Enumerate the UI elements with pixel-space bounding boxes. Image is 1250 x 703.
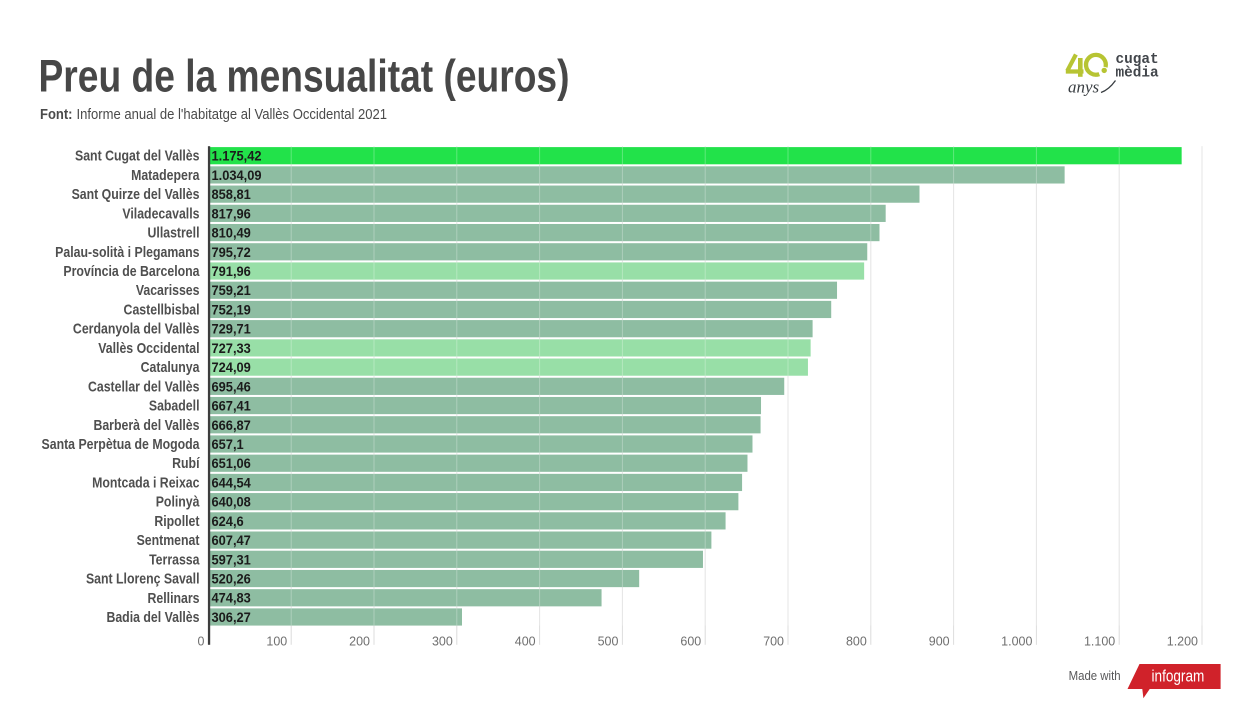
svg-text:Barberà del Vallès: Barberà del Vallès	[93, 417, 199, 433]
svg-text:Montcada i Reixac: Montcada i Reixac	[92, 475, 200, 491]
svg-text:1.034,09: 1.034,09	[211, 167, 261, 183]
svg-text:644,54: 644,54	[211, 475, 251, 491]
svg-text:Ullastrell: Ullastrell	[148, 225, 200, 241]
svg-text:Rubí: Rubí	[172, 455, 201, 471]
svg-text:Sant Cugat del Vallès: Sant Cugat del Vallès	[75, 148, 199, 164]
svg-text:695,46: 695,46	[211, 379, 250, 395]
svg-text:Preu de la mensualitat (euros): Preu de la mensualitat (euros)	[39, 50, 570, 101]
svg-text:mèdia: mèdia	[1116, 66, 1159, 82]
svg-text:724,09: 724,09	[211, 360, 250, 376]
svg-text:0: 0	[197, 633, 204, 648]
svg-text:Informe anual de l'habitatge a: Informe anual de l'habitatge al Vallès O…	[77, 107, 388, 123]
svg-text:500: 500	[598, 633, 619, 648]
svg-text:Castellar del Vallès: Castellar del Vallès	[88, 378, 200, 394]
svg-text:Made with: Made with	[1069, 669, 1121, 683]
svg-text:Polinyà: Polinyà	[156, 494, 200, 510]
svg-text:anys: anys	[1068, 78, 1100, 97]
svg-text:597,31: 597,31	[211, 552, 251, 568]
svg-text:Matadepera: Matadepera	[131, 167, 200, 183]
svg-text:1.100: 1.100	[1084, 633, 1115, 648]
svg-text:791,96: 791,96	[211, 264, 250, 280]
svg-text:858,81: 858,81	[211, 187, 251, 203]
svg-text:666,87: 666,87	[211, 417, 250, 433]
svg-text:306,27: 306,27	[211, 609, 250, 625]
svg-text:752,19: 752,19	[211, 302, 250, 318]
svg-text:759,21: 759,21	[211, 283, 251, 299]
svg-text:Font:: Font:	[40, 107, 73, 123]
svg-text:795,72: 795,72	[211, 244, 250, 260]
svg-text:Vallès Occidental: Vallès Occidental	[98, 340, 199, 356]
svg-text:Vacarisses: Vacarisses	[136, 282, 200, 298]
svg-text:Sant Quirze del Vallès: Sant Quirze del Vallès	[72, 186, 200, 202]
svg-text:Rellinars: Rellinars	[148, 590, 200, 606]
svg-text:Viladecavalls: Viladecavalls	[122, 205, 199, 221]
svg-text:100: 100	[266, 633, 287, 648]
svg-text:624,6: 624,6	[211, 513, 243, 529]
svg-text:729,71: 729,71	[211, 321, 251, 337]
svg-text:Catalunya: Catalunya	[141, 359, 200, 375]
svg-text:200: 200	[349, 633, 370, 648]
svg-text:Palau-solità i Plegamans: Palau-solità i Plegamans	[55, 244, 199, 260]
svg-text:infogram: infogram	[1152, 666, 1205, 685]
svg-text:cugat: cugat	[1116, 52, 1159, 68]
svg-text:Castellbisbal: Castellbisbal	[124, 302, 200, 318]
svg-text:727,33: 727,33	[211, 340, 250, 356]
svg-text:300: 300	[432, 633, 453, 648]
svg-text:700: 700	[763, 633, 784, 648]
svg-text:651,06: 651,06	[211, 456, 250, 472]
svg-text:Província de Barcelona: Província de Barcelona	[63, 263, 200, 279]
svg-text:Sentmenat: Sentmenat	[137, 532, 200, 548]
svg-text:520,26: 520,26	[211, 571, 250, 587]
svg-text:810,49: 810,49	[211, 225, 250, 241]
svg-text:Sabadell: Sabadell	[149, 398, 200, 414]
svg-text:800: 800	[846, 633, 867, 648]
svg-text:817,96: 817,96	[211, 206, 250, 222]
svg-text:600: 600	[680, 633, 701, 648]
svg-text:667,41: 667,41	[211, 398, 251, 414]
svg-text:1.175,42: 1.175,42	[211, 148, 261, 164]
svg-text:657,1: 657,1	[211, 437, 244, 453]
svg-text:900: 900	[929, 633, 950, 648]
svg-text:1.000: 1.000	[1001, 633, 1032, 648]
svg-text:474,83: 474,83	[211, 590, 250, 606]
svg-text:Ripollet: Ripollet	[154, 513, 200, 529]
svg-text:Badia del Vallès: Badia del Vallès	[106, 609, 199, 625]
svg-text:Terrassa: Terrassa	[149, 551, 200, 567]
svg-text:1.200: 1.200	[1167, 633, 1198, 648]
svg-text:640,08: 640,08	[211, 494, 251, 510]
svg-text:Sant Llorenç Savall: Sant Llorenç Savall	[86, 571, 200, 587]
svg-text:400: 400	[515, 633, 536, 648]
svg-text:607,47: 607,47	[211, 533, 250, 549]
svg-text:Santa Perpètua de Mogoda: Santa Perpètua de Mogoda	[42, 436, 200, 452]
svg-text:Cerdanyola del Vallès: Cerdanyola del Vallès	[73, 321, 200, 337]
